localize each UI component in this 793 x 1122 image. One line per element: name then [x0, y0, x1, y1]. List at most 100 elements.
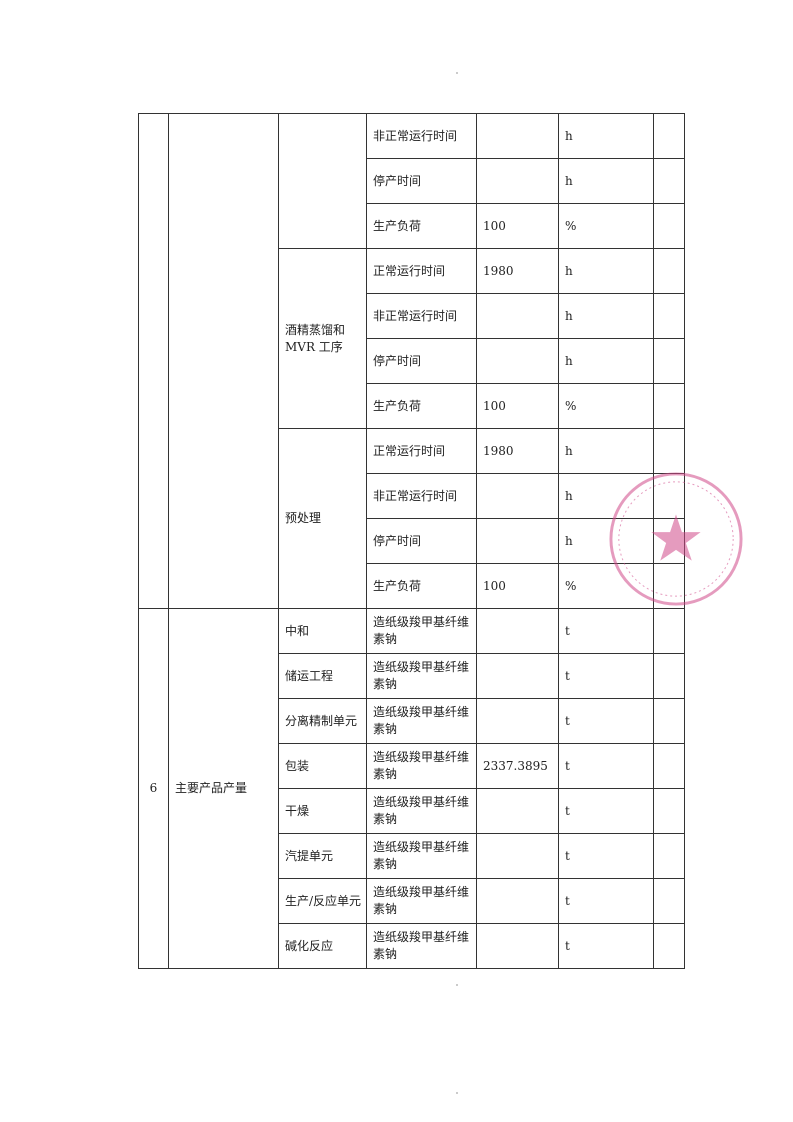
section-number: 6 — [138, 608, 169, 969]
section-title: 主要产品产量 — [168, 608, 279, 969]
note-cell — [653, 653, 685, 699]
value-cell: 100 — [476, 563, 559, 609]
unit-cell: h — [558, 248, 654, 294]
item-cell: 停产时间 — [366, 338, 477, 384]
note-cell — [653, 383, 685, 429]
item-cell: 非正常运行时间 — [366, 113, 477, 159]
table-row: 碱化反应 造纸级羧甲基纤维素钠 t — [139, 923, 685, 969]
product-cell: 造纸级羧甲基纤维素钠 — [366, 788, 477, 834]
table-row: 停产时间 h — [139, 518, 685, 564]
product-cell: 造纸级羧甲基纤维素钠 — [366, 923, 477, 969]
unit-cell: h — [558, 293, 654, 339]
table-row: 非正常运行时间 h — [139, 473, 685, 519]
item-cell: 正常运行时间 — [366, 248, 477, 294]
table-row: 6 主要产品产量 中和 造纸级羧甲基纤维素钠 t — [138, 608, 685, 969]
table-row: 非正常运行时间 h — [138, 113, 685, 609]
value-cell — [476, 608, 559, 654]
table-row: 包装 造纸级羧甲基纤维素钠 2337.3895 t — [139, 743, 685, 789]
unit-cell: t — [558, 743, 654, 789]
value-cell: 100 — [476, 383, 559, 429]
process-cell: 储运工程 — [278, 653, 367, 699]
value-cell — [476, 518, 559, 564]
unit-cell: % — [558, 563, 654, 609]
process-cell: 汽提单元 — [278, 833, 367, 879]
value-cell — [476, 698, 559, 744]
process-cell: 干燥 — [278, 788, 367, 834]
table-row: 酒精蒸馏和MVR 工序 正常运行时间 1980 h — [139, 248, 685, 429]
table-row: 储运工程 造纸级羧甲基纤维素钠 t — [139, 653, 685, 699]
value-cell — [476, 473, 559, 519]
value-cell — [476, 113, 559, 159]
note-cell — [653, 833, 685, 879]
value-cell — [476, 293, 559, 339]
table-row: 生产负荷 100% — [139, 203, 685, 249]
note-cell — [653, 878, 685, 924]
product-cell: 造纸级羧甲基纤维素钠 — [366, 833, 477, 879]
value-cell — [476, 923, 559, 969]
scan-speck — [456, 1092, 458, 1094]
item-cell: 正常运行时间 — [366, 428, 477, 474]
value-cell: 2337.3895 — [476, 743, 559, 789]
number-cell — [138, 113, 169, 609]
note-cell — [653, 788, 685, 834]
table-row: 非正常运行时间 h — [139, 293, 685, 339]
value-cell — [476, 158, 559, 204]
data-table: 非正常运行时间 h 停产时间 h 生产负荷 100% 酒精蒸馏和MVR 工序 正常运行时间 19… — [138, 113, 685, 969]
item-cell: 生产负荷 — [366, 203, 477, 249]
unit-cell: h — [558, 113, 654, 159]
value-cell: 1980 — [476, 428, 559, 474]
unit-cell: % — [558, 203, 654, 249]
note-cell — [653, 923, 685, 969]
process-cell: 酒精蒸馏和MVR 工序 — [278, 248, 367, 429]
process-cell: 分离精制单元 — [278, 698, 367, 744]
item-cell: 停产时间 — [366, 158, 477, 204]
item-cell: 生产负荷 — [366, 563, 477, 609]
unit-cell: % — [558, 383, 654, 429]
unit-cell: t — [558, 653, 654, 699]
company-seal-stamp — [609, 472, 743, 606]
item-cell: 停产时间 — [366, 518, 477, 564]
unit-cell: t — [558, 833, 654, 879]
note-cell — [653, 743, 685, 789]
note-cell — [653, 113, 685, 159]
item-cell: 非正常运行时间 — [366, 293, 477, 339]
table-row: 生产负荷 100% — [139, 383, 685, 429]
note-cell — [653, 158, 685, 204]
value-cell — [476, 788, 559, 834]
scan-speck — [456, 72, 458, 74]
process-cell: 生产/反应单元 — [278, 878, 367, 924]
process-cell: 预处理 — [278, 428, 367, 609]
product-cell: 造纸级羧甲基纤维素钠 — [366, 698, 477, 744]
unit-cell: t — [558, 788, 654, 834]
process-cell — [278, 113, 367, 249]
note-cell — [653, 203, 685, 249]
product-cell: 造纸级羧甲基纤维素钠 — [366, 878, 477, 924]
category-cell — [168, 113, 279, 609]
value-cell — [476, 338, 559, 384]
product-cell: 造纸级羧甲基纤维素钠 — [366, 743, 477, 789]
process-cell: 中和 — [278, 608, 367, 654]
scan-speck — [456, 984, 458, 986]
table-row: 分离精制单元 造纸级羧甲基纤维素钠 t — [139, 698, 685, 744]
value-cell: 100 — [476, 203, 559, 249]
process-cell: 包装 — [278, 743, 367, 789]
value-cell — [476, 653, 559, 699]
value-cell — [476, 878, 559, 924]
product-cell: 造纸级羧甲基纤维素钠 — [366, 653, 477, 699]
unit-cell: t — [558, 608, 654, 654]
unit-cell: h — [558, 158, 654, 204]
unit-cell: h — [558, 338, 654, 384]
unit-cell: t — [558, 878, 654, 924]
note-cell — [653, 698, 685, 744]
unit-cell: h — [558, 428, 654, 474]
value-cell: 1980 — [476, 248, 559, 294]
unit-cell: t — [558, 923, 654, 969]
note-cell — [653, 248, 685, 294]
table-row: 停产时间 h — [139, 338, 685, 384]
note-cell — [653, 338, 685, 384]
table-row: 预处理 正常运行时间 1980 h — [139, 428, 685, 609]
note-cell — [653, 608, 685, 654]
note-cell — [653, 428, 685, 474]
note-cell — [653, 293, 685, 339]
table-row: 汽提单元 造纸级羧甲基纤维素钠 t — [139, 833, 685, 879]
